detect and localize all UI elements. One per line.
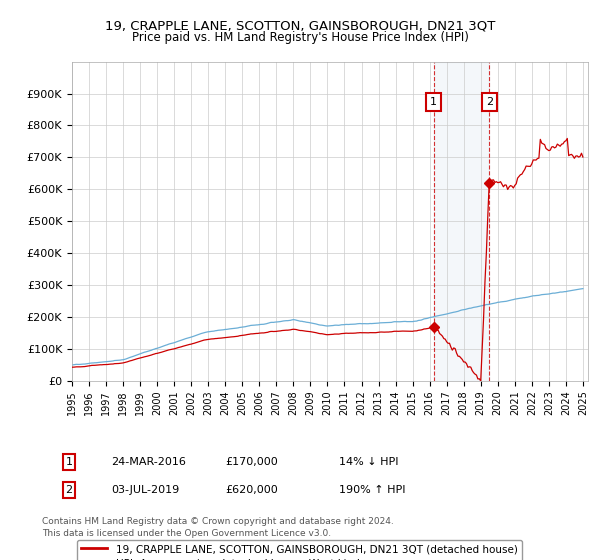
Text: Contains HM Land Registry data © Crown copyright and database right 2024.: Contains HM Land Registry data © Crown c… — [42, 517, 394, 526]
Legend: 19, CRAPPLE LANE, SCOTTON, GAINSBOROUGH, DN21 3QT (detached house), HPI: Average: 19, CRAPPLE LANE, SCOTTON, GAINSBOROUGH,… — [77, 540, 522, 560]
Text: 03-JUL-2019: 03-JUL-2019 — [111, 485, 179, 495]
Text: Price paid vs. HM Land Registry's House Price Index (HPI): Price paid vs. HM Land Registry's House … — [131, 31, 469, 44]
Text: 2: 2 — [65, 485, 73, 495]
Text: 14% ↓ HPI: 14% ↓ HPI — [339, 457, 398, 467]
Text: 190% ↑ HPI: 190% ↑ HPI — [339, 485, 406, 495]
Text: This data is licensed under the Open Government Licence v3.0.: This data is licensed under the Open Gov… — [42, 529, 331, 538]
Text: 1: 1 — [65, 457, 73, 467]
Text: 2: 2 — [485, 97, 493, 107]
Text: 19, CRAPPLE LANE, SCOTTON, GAINSBOROUGH, DN21 3QT: 19, CRAPPLE LANE, SCOTTON, GAINSBOROUGH,… — [105, 20, 495, 32]
Text: 24-MAR-2016: 24-MAR-2016 — [111, 457, 186, 467]
Text: £620,000: £620,000 — [225, 485, 278, 495]
Text: £170,000: £170,000 — [225, 457, 278, 467]
Text: 1: 1 — [430, 97, 437, 107]
Bar — [434, 62, 489, 381]
